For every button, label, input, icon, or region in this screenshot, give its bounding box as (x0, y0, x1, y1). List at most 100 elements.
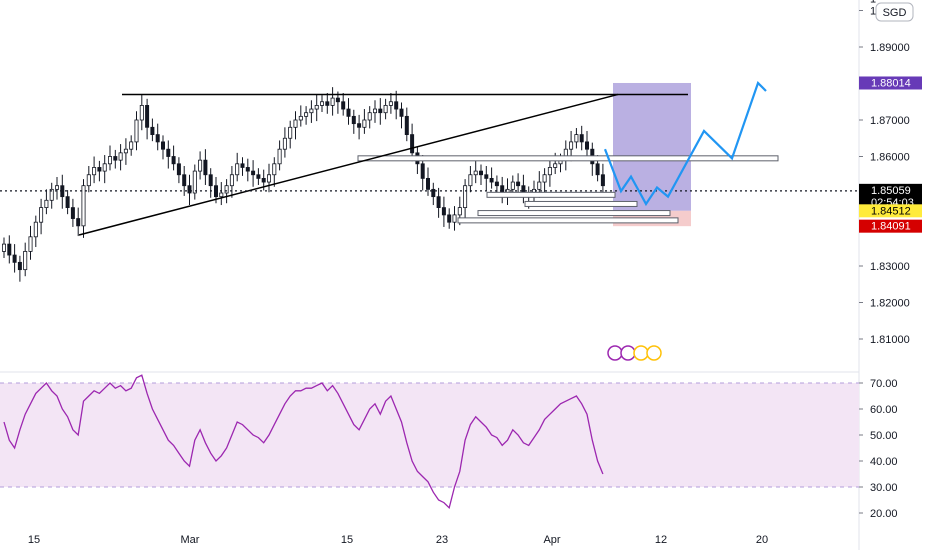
candle (12, 244, 17, 273)
candle (579, 125, 584, 151)
price-label-value: 1.84512 (871, 205, 911, 217)
candle (49, 182, 54, 209)
event-icon[interactable] (633, 345, 649, 361)
price-label-target[interactable]: 1.88014 (859, 76, 922, 90)
candle (208, 168, 213, 198)
candle (113, 149, 118, 169)
candle (325, 92, 330, 114)
candle (600, 163, 605, 195)
candle (102, 155, 107, 184)
candle (542, 168, 547, 193)
candle (293, 111, 298, 140)
candle (187, 174, 192, 206)
candle (341, 92, 346, 116)
zone-0 (357, 155, 779, 162)
trendline-support[interactable] (78, 93, 619, 236)
candle (251, 160, 256, 187)
candle (129, 135, 134, 156)
candle (309, 100, 314, 123)
rsi-tick-label: 70.00 (870, 378, 898, 390)
rsi-axis[interactable]: 70.00 60.00 50.00 40.00 30.00 20.00 (859, 378, 898, 520)
trendlines (78, 93, 688, 236)
price-tick-label: 1.81000 (870, 334, 910, 346)
candle (166, 140, 171, 169)
candle (55, 176, 60, 200)
candle (235, 152, 240, 182)
candle (203, 149, 208, 185)
time-axis[interactable]: 15 Mar 15 23 Apr 12 20 (28, 534, 768, 546)
candle (298, 105, 303, 127)
candle (484, 165, 489, 191)
rsi-tick-label: 20.00 (870, 508, 898, 520)
candle (478, 164, 483, 185)
candle (198, 151, 203, 180)
candle (436, 187, 441, 218)
candle (378, 98, 383, 125)
candle (70, 198, 75, 227)
candle (219, 182, 224, 206)
candle (441, 196, 446, 227)
candle (92, 156, 97, 184)
price-tick-label: 1.87000 (870, 115, 910, 127)
candle (266, 163, 271, 193)
rsi-tick-label: 30.00 (870, 482, 898, 494)
candle (362, 109, 367, 134)
candle (160, 135, 165, 160)
time-tick-label: 15 (28, 534, 40, 546)
candle (272, 157, 277, 187)
event-icon[interactable] (646, 345, 662, 361)
time-tick-label: Mar (181, 534, 200, 546)
candle (150, 118, 155, 142)
time-tick-label: 20 (756, 534, 768, 546)
candle (357, 114, 362, 140)
candle (277, 140, 282, 171)
event-badges (607, 345, 662, 361)
rsi-tick-label: 60.00 (870, 404, 898, 416)
candle (86, 165, 91, 193)
candle (473, 160, 478, 184)
zone-2 (524, 200, 638, 207)
candle (431, 182, 436, 206)
candle (23, 242, 28, 277)
candle (7, 235, 12, 264)
candle (145, 98, 150, 140)
rsi-line (3, 374, 604, 510)
candle (394, 90, 399, 120)
candle (330, 87, 335, 116)
price-label-value: 1.85059 (871, 185, 911, 197)
candle (388, 92, 393, 114)
candle (319, 95, 324, 112)
price-tick-label: 1.83000 (870, 261, 910, 273)
candle (39, 198, 44, 235)
candle (468, 165, 473, 193)
candle (134, 111, 139, 151)
candle (256, 168, 261, 185)
rsi-tick-label: 50.00 (870, 430, 898, 442)
candle (108, 145, 113, 171)
candle (65, 190, 70, 215)
candle (182, 165, 187, 196)
price-tick-label: 1 (870, 0, 876, 6)
candle (351, 109, 356, 134)
candle (171, 145, 176, 171)
candle (399, 102, 404, 129)
event-icon[interactable] (620, 345, 636, 361)
price-label-entry[interactable]: 1.84512 (859, 204, 922, 218)
candle (574, 128, 579, 149)
candle (28, 225, 33, 260)
price-label-stop[interactable]: 1.84091 (859, 219, 922, 233)
candle (489, 167, 494, 189)
time-tick-label: 15 (341, 534, 353, 546)
target-box (613, 82, 691, 211)
zone-extra (457, 217, 679, 224)
event-icon[interactable] (607, 345, 623, 361)
rsi-tick-label: 40.00 (870, 456, 898, 468)
currency-badge[interactable]: SGD (875, 2, 914, 22)
candle (155, 123, 160, 151)
candle (452, 206, 457, 231)
candle (2, 237, 7, 258)
candle (81, 179, 86, 238)
zones (357, 155, 779, 224)
